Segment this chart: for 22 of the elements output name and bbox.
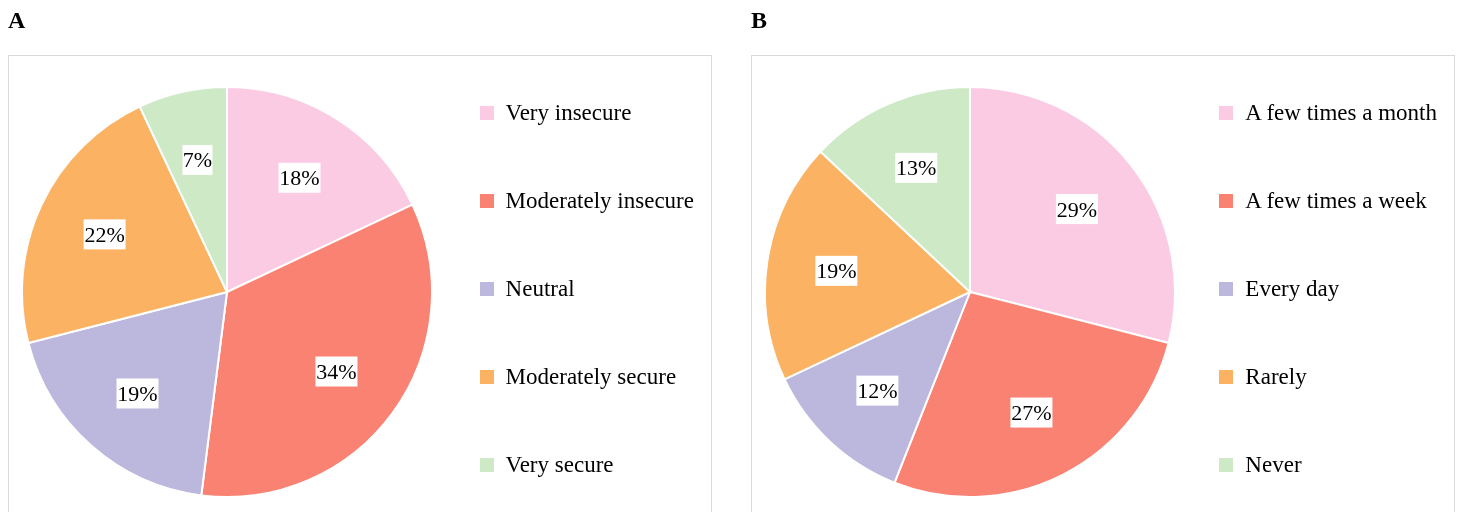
legend-label: A few times a week xyxy=(1245,187,1427,214)
data-label: 18% xyxy=(279,165,320,191)
chart-title: A xyxy=(7,6,27,35)
legend-label: Neutral xyxy=(505,275,575,302)
chart-title: B xyxy=(750,6,768,35)
data-label: 12% xyxy=(857,378,898,404)
legend-label: Moderately secure xyxy=(505,363,677,390)
legend-label: A few times a month xyxy=(1245,99,1437,126)
data-label: 29% xyxy=(1056,196,1098,222)
data-label: 27% xyxy=(1011,400,1052,426)
legend-label: Never xyxy=(1245,451,1302,478)
data-label: 19% xyxy=(816,258,857,284)
legend-label: Very insecure xyxy=(505,99,632,126)
legend-label: Moderately insecure xyxy=(505,187,694,214)
data-label: 34% xyxy=(316,359,357,385)
legend-label: Every day xyxy=(1245,275,1340,302)
data-label: 13% xyxy=(896,155,937,181)
data-label: 19% xyxy=(117,380,158,406)
data-label: 22% xyxy=(84,221,125,247)
legend-label: Rarely xyxy=(1245,363,1307,390)
legend-label: Very secure xyxy=(505,451,614,478)
data-label: 7% xyxy=(182,147,213,173)
